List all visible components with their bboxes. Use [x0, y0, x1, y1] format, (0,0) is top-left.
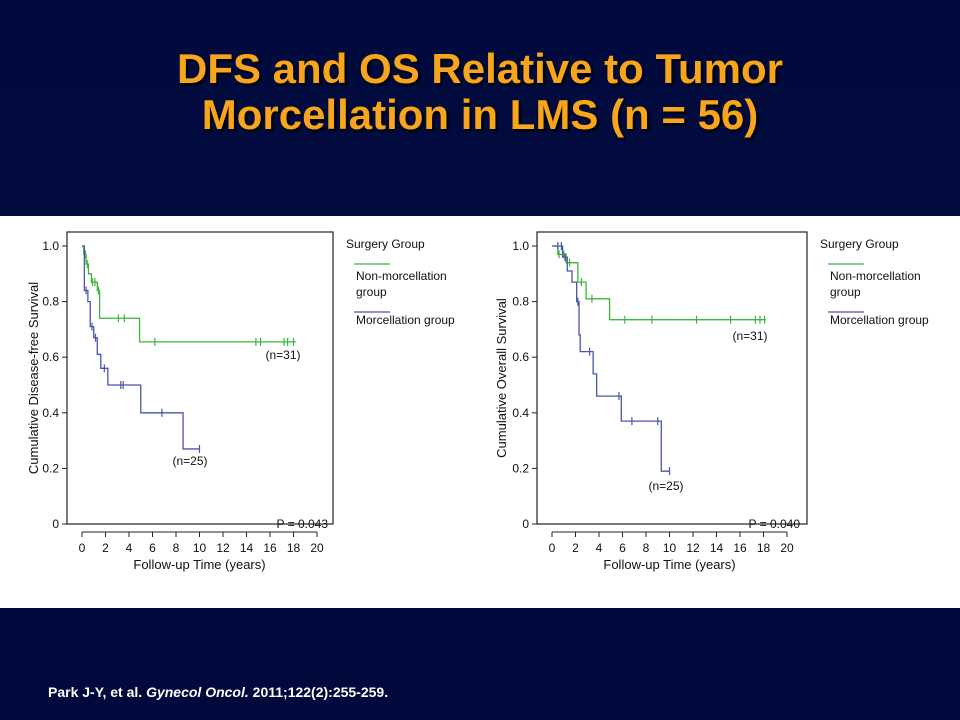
- chart2-y-tick-label: 0.6: [512, 350, 529, 364]
- chart2-x-tick-label: 16: [733, 541, 747, 555]
- chart1-x-tick-label: 12: [216, 541, 230, 555]
- footer-band: [0, 608, 960, 720]
- chart2-series-1-curve: [552, 245, 766, 321]
- chart2-y-axis-title: Cumulative Overall Survival: [494, 298, 509, 458]
- chart2-y-tick-label: 0: [522, 517, 529, 531]
- chart1-x-tick-label: 16: [263, 541, 277, 555]
- chart1-y-tick-label: 0.6: [42, 350, 59, 364]
- chart1-legend-label-2: Morcellation group: [356, 313, 455, 327]
- chart2-x-tick-label: 0: [549, 541, 556, 555]
- chart1-legend-title: Surgery Group: [346, 237, 425, 251]
- chart2-y-tick-label: 0.4: [512, 406, 529, 420]
- chart1-y-axis-title: Cumulative Disease-free Survival: [26, 282, 41, 474]
- chart1-series-2-n-label: (n=25): [172, 454, 207, 468]
- chart2-x-tick-label: 20: [780, 541, 794, 555]
- chart1-x-tick-label: 20: [310, 541, 324, 555]
- chart1-y-tick-label: 0.4: [42, 406, 59, 420]
- figure-panel: 0 0.2 0.4 0.6 0.8 1.0 0 2 4 6 8 10 12 14 16 18 20 Follow-…: [0, 216, 960, 608]
- chart1-series-1-curve: [82, 245, 296, 343]
- chart2-x-tick-label: 8: [643, 541, 650, 555]
- citation: Park J-Y, et al. Gynecol Oncol. 2011;122…: [48, 684, 388, 700]
- chart2-legend-label-2: Morcellation group: [830, 313, 929, 327]
- chart2-series-2-curve: [552, 245, 670, 472]
- chart1-legend-label-1b: group: [356, 285, 387, 299]
- chart2-y-tick-label: 0.2: [512, 461, 529, 475]
- slide-title-line-2: Morcellation in LMS (n = 56): [201, 91, 759, 138]
- chart2-legend-title: Surgery Group: [820, 237, 899, 251]
- chart2-x-tick-label: 18: [757, 541, 771, 555]
- chart2-series-1-n-label: (n=31): [732, 329, 767, 343]
- citation-journal: Gynecol Oncol.: [146, 684, 249, 700]
- citation-details: 2011;122(2):255-259.: [248, 684, 389, 700]
- km-charts: 00.20.40.60.81.00 2 4 6 8 10 12 14 16 18 20Follow-…: [26, 231, 929, 572]
- slide-title: DFS and OS Relative to Tumor Morcellatio…: [40, 46, 920, 138]
- chart1-x-tick-label: 0: [79, 541, 86, 555]
- chart1-x-tick-label: 4: [126, 541, 133, 555]
- chart1-series-1-n-label: (n=31): [265, 348, 300, 362]
- chart2-x-tick-label: 4: [596, 541, 603, 555]
- chart1-x-tick-label: 18: [287, 541, 301, 555]
- title-band: [0, 0, 960, 216]
- chart2-y-tick-label: 0.8: [512, 295, 529, 309]
- chart2-x-axis-title: Follow-up Time (years): [603, 557, 735, 572]
- chart2-legend-label-1b: group: [830, 285, 861, 299]
- chart2-series-2-n-label: (n=25): [648, 479, 683, 493]
- chart1-plot-frame: [66, 231, 334, 525]
- chart2-plot-frame: [536, 231, 808, 525]
- chart1-series-2-curve: [82, 245, 200, 450]
- chart1-x-tick-label: 10: [193, 541, 207, 555]
- chart1-y-tick-label: 1.0: [42, 239, 59, 253]
- chart2-x-tick-label: 14: [710, 541, 724, 555]
- chart2-x-tick-label: 12: [686, 541, 700, 555]
- chart2-x-tick-label: 2: [572, 541, 579, 555]
- chart1-legend-label-1a: Non-morcellation: [356, 269, 447, 283]
- chart1-y-tick-label: 0: [52, 517, 59, 531]
- chart1-x-tick-label: 14: [240, 541, 254, 555]
- chart2-p-value: P = 0.040: [749, 517, 801, 531]
- chart2-y-tick-label: 1.0: [512, 239, 529, 253]
- chart1-x-tick-label: 8: [173, 541, 180, 555]
- chart1-y-tick-label: 0.2: [42, 461, 59, 475]
- chart1-y-tick-label: 0.8: [42, 295, 59, 309]
- slide-title-line-1: DFS and OS Relative to Tumor: [177, 45, 783, 92]
- chart1-x-axis-title: Follow-up Time (years): [133, 557, 265, 572]
- chart1-x-tick-label: 6: [149, 541, 156, 555]
- chart2-x-tick-label: 10: [663, 541, 677, 555]
- chart2-x-tick-label: 6: [619, 541, 626, 555]
- chart1-x-tick-label: 2: [102, 541, 109, 555]
- chart2-legend-label-1a: Non-morcellation: [830, 269, 921, 283]
- citation-authors: Park J-Y, et al.: [48, 684, 147, 700]
- chart1-p-value: P = 0.043: [277, 517, 329, 531]
